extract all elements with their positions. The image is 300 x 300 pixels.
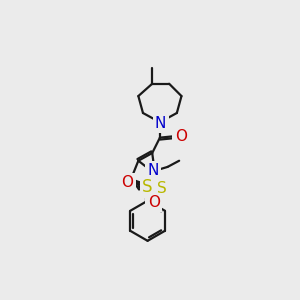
Text: N: N xyxy=(147,163,159,178)
Text: O: O xyxy=(122,175,134,190)
Text: N: N xyxy=(155,116,166,130)
Text: S: S xyxy=(142,178,153,196)
Text: S: S xyxy=(157,181,166,196)
Text: O: O xyxy=(175,129,187,144)
Text: O: O xyxy=(148,195,160,210)
